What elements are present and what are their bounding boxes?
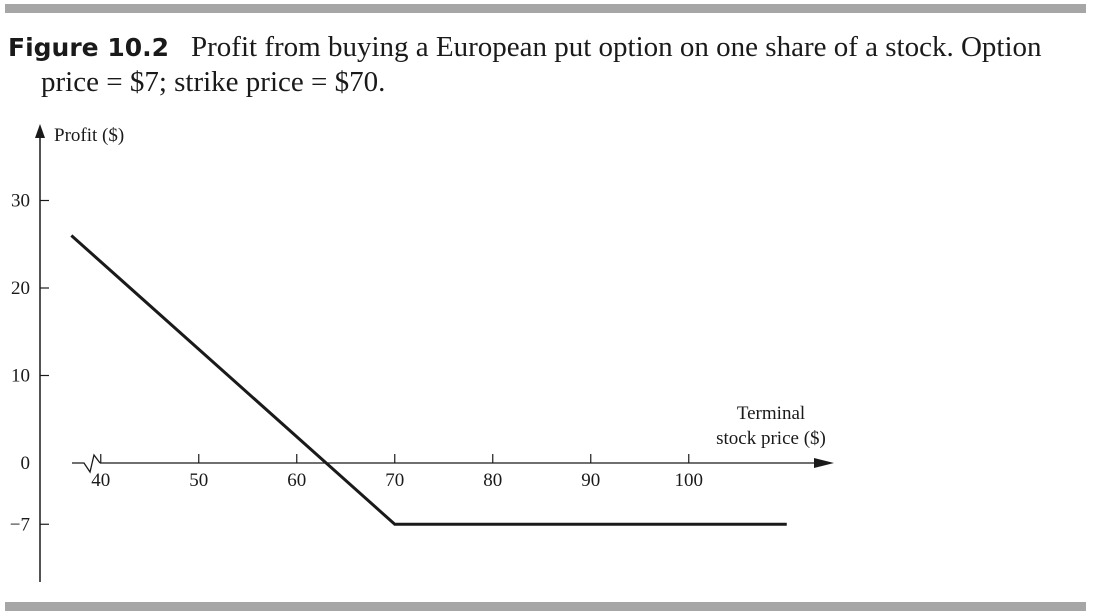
y-tick-label: 30: [11, 191, 30, 212]
y-tick-label: 20: [11, 278, 30, 299]
axis-break-icon: [72, 453, 101, 474]
profit-line: [70, 234, 787, 526]
bottom-rule: [5, 602, 1086, 611]
y-tick-label: −7: [10, 514, 30, 535]
y-ticks: 30 20 10 0 −7: [10, 191, 49, 535]
x-tick-label: 80: [483, 470, 502, 491]
caption-text-1: Profit from buying a European put option…: [191, 31, 1042, 63]
x-tick-label: 100: [675, 470, 704, 491]
y-tick-label: 10: [11, 366, 30, 387]
caption-line-1: Figure 10.2 Profit from buying a European…: [8, 30, 1088, 65]
x-axis-label-line-2: stock price ($): [716, 428, 826, 449]
y-axis-label: Profit ($): [54, 125, 124, 146]
series-group: [70, 234, 787, 526]
y-axis-arrow-icon: [35, 124, 45, 138]
top-rule: [5, 4, 1086, 13]
x-axis-arrow-icon: [814, 458, 834, 468]
y-tick-label: 0: [21, 453, 31, 474]
x-tick-label: 40: [91, 470, 110, 491]
x-tick-label: 50: [189, 470, 208, 491]
figure-caption: Figure 10.2 Profit from buying a European…: [8, 30, 1088, 99]
figure-label: Figure 10.2: [8, 33, 170, 62]
x-ticks: 40 50 60 70 80 90 100: [91, 454, 703, 491]
x-axis-label-line-1: Terminal: [737, 403, 805, 424]
x-tick-label: 70: [385, 470, 404, 491]
axes: [35, 124, 834, 582]
x-tick-label: 90: [581, 470, 600, 491]
caption-line-2: price = $7; strike price = $70.: [41, 66, 386, 98]
x-tick-label: 60: [287, 470, 306, 491]
